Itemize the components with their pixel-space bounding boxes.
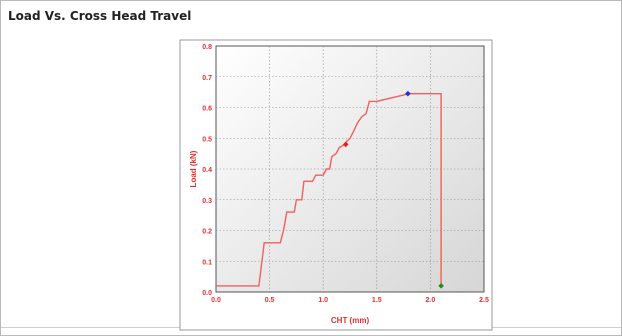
- series-line-load: [216, 93, 442, 287]
- marker-point: [405, 90, 411, 97]
- y-tick-label: 0.8: [202, 44, 212, 51]
- x-tick-label: 1.5: [372, 297, 382, 304]
- y-tick-label: 0.2: [202, 229, 212, 236]
- y-tick-label: 0.7: [202, 75, 212, 82]
- x-tick-label: 2.5: [479, 297, 489, 304]
- data-markers: [342, 90, 444, 289]
- y-tick-label: 0.6: [202, 106, 212, 113]
- x-tick-label: 0.5: [265, 297, 275, 304]
- x-axis-label: CHT (mm): [331, 316, 370, 325]
- panel-title: Load Vs. Cross Head Travel: [8, 9, 192, 23]
- y-tick-label: 0.1: [202, 259, 212, 266]
- y-tick-label: 0.3: [202, 198, 212, 205]
- marker-point: [342, 141, 349, 148]
- y-tick-label: 0.5: [202, 136, 212, 143]
- y-axis-label: Load (kN): [189, 150, 198, 187]
- y-tick-labels: 0.0 0.1 0.2 0.3 0.4 0.5 0.6 0.7 0.8: [202, 44, 212, 297]
- x-tick-label: 0.0: [211, 297, 221, 304]
- x-tick-label: 1.0: [318, 297, 328, 304]
- y-tick-label: 0.0: [202, 290, 212, 297]
- y-tick-label: 0.4: [202, 167, 212, 174]
- x-tick-label: 2.0: [426, 297, 436, 304]
- marker-point: [438, 283, 444, 289]
- x-tick-labels: 0.0 0.5 1.0 1.5 2.0 2.5: [211, 297, 489, 304]
